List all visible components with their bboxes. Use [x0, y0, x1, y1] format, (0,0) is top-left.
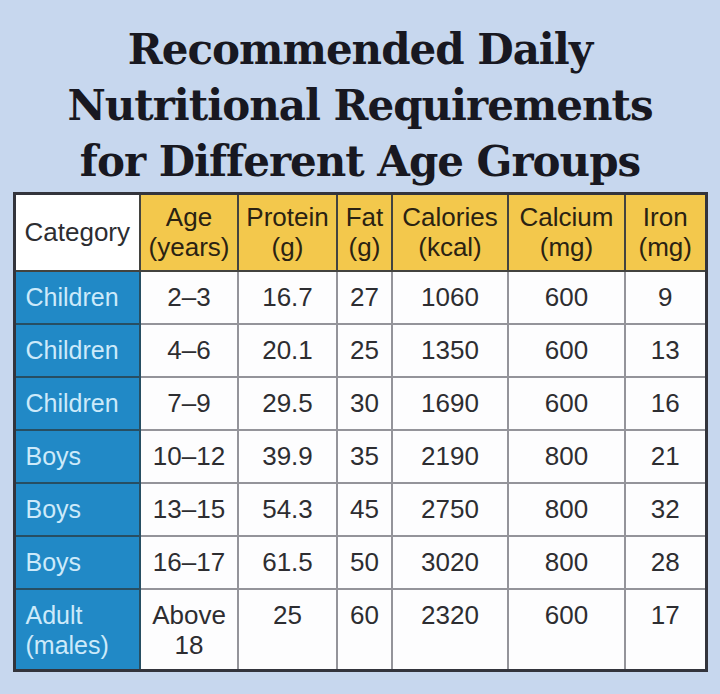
header-unit: (mg) [628, 232, 703, 262]
iron-cell: 21 [625, 430, 706, 483]
category-cell: Children [14, 324, 140, 377]
header-label: Category [18, 217, 138, 247]
protein-cell: 39.9 [238, 430, 337, 483]
table-row: Adult (males) Above 18 25 60 2320 600 17 [14, 589, 706, 671]
calcium-cell: 800 [508, 483, 625, 536]
header-unit: (mg) [511, 232, 622, 262]
nutrition-table: Category Age (years) Protein (g) Fat (g)… [13, 192, 708, 672]
header-unit: (years) [143, 232, 235, 262]
header-label: Iron [628, 202, 703, 232]
calories-cell: 2750 [392, 483, 508, 536]
calories-cell: 2320 [392, 589, 508, 671]
column-header-calories: Calories (kcal) [392, 194, 508, 271]
header-label: Age [143, 202, 235, 232]
calcium-cell: 800 [508, 430, 625, 483]
header-label: Calories [395, 202, 505, 232]
table-row: Children 2–3 16.7 27 1060 600 9 [14, 271, 706, 324]
calories-cell: 1060 [392, 271, 508, 324]
calcium-cell: 600 [508, 271, 625, 324]
calcium-cell: 600 [508, 377, 625, 430]
column-header-iron: Iron (mg) [625, 194, 706, 271]
age-cell: 2–3 [140, 271, 238, 324]
iron-cell: 32 [625, 483, 706, 536]
column-header-fat: Fat (g) [337, 194, 392, 271]
protein-cell: 61.5 [238, 536, 337, 589]
age-cell: 10–12 [140, 430, 238, 483]
age-cell: 7–9 [140, 377, 238, 430]
age-cell: 13–15 [140, 483, 238, 536]
category-cell: Adult (males) [14, 589, 140, 671]
fat-cell: 50 [337, 536, 392, 589]
protein-cell: 54.3 [238, 483, 337, 536]
protein-cell: 20.1 [238, 324, 337, 377]
header-label: Fat [340, 202, 389, 232]
fat-cell: 60 [337, 589, 392, 671]
protein-cell: 25 [238, 589, 337, 671]
category-cell: Children [14, 271, 140, 324]
category-cell: Boys [14, 536, 140, 589]
iron-cell: 16 [625, 377, 706, 430]
iron-cell: 28 [625, 536, 706, 589]
protein-cell: 29.5 [238, 377, 337, 430]
iron-cell: 17 [625, 589, 706, 671]
age-cell: Above 18 [140, 589, 238, 671]
header-row: Category Age (years) Protein (g) Fat (g)… [14, 194, 706, 271]
calcium-cell: 800 [508, 536, 625, 589]
column-header-age: Age (years) [140, 194, 238, 271]
infographic-page: Recommended Daily Nutritional Requiremen… [0, 0, 720, 694]
page-title: Recommended Daily Nutritional Requiremen… [0, 22, 720, 190]
table-row: Boys 13–15 54.3 45 2750 800 32 [14, 483, 706, 536]
age-cell: 16–17 [140, 536, 238, 589]
title-line: for Different Age Groups [0, 134, 720, 190]
column-header-protein: Protein (g) [238, 194, 337, 271]
header-unit: (g) [241, 232, 334, 262]
fat-cell: 27 [337, 271, 392, 324]
calories-cell: 1350 [392, 324, 508, 377]
iron-cell: 9 [625, 271, 706, 324]
calories-cell: 2190 [392, 430, 508, 483]
table-header: Category Age (years) Protein (g) Fat (g)… [14, 194, 706, 271]
fat-cell: 25 [337, 324, 392, 377]
iron-cell: 13 [625, 324, 706, 377]
header-unit: (kcal) [395, 232, 505, 262]
fat-cell: 30 [337, 377, 392, 430]
age-cell: 4–6 [140, 324, 238, 377]
table-row: Children 7–9 29.5 30 1690 600 16 [14, 377, 706, 430]
table-row: Children 4–6 20.1 25 1350 600 13 [14, 324, 706, 377]
column-header-calcium: Calcium (mg) [508, 194, 625, 271]
calories-cell: 1690 [392, 377, 508, 430]
fat-cell: 45 [337, 483, 392, 536]
category-cell: Boys [14, 430, 140, 483]
category-cell: Children [14, 377, 140, 430]
header-unit: (g) [340, 232, 389, 262]
calcium-cell: 600 [508, 324, 625, 377]
header-label: Calcium [511, 202, 622, 232]
category-cell: Boys [14, 483, 140, 536]
column-header-category: Category [14, 194, 140, 271]
fat-cell: 35 [337, 430, 392, 483]
calcium-cell: 600 [508, 589, 625, 671]
table-body: Children 2–3 16.7 27 1060 600 9 Children… [14, 271, 706, 671]
title-line: Nutritional Requirements [0, 78, 720, 134]
calories-cell: 3020 [392, 536, 508, 589]
table-row: Boys 10–12 39.9 35 2190 800 21 [14, 430, 706, 483]
protein-cell: 16.7 [238, 271, 337, 324]
header-label: Protein [241, 202, 334, 232]
title-line: Recommended Daily [0, 22, 720, 78]
table-row: Boys 16–17 61.5 50 3020 800 28 [14, 536, 706, 589]
